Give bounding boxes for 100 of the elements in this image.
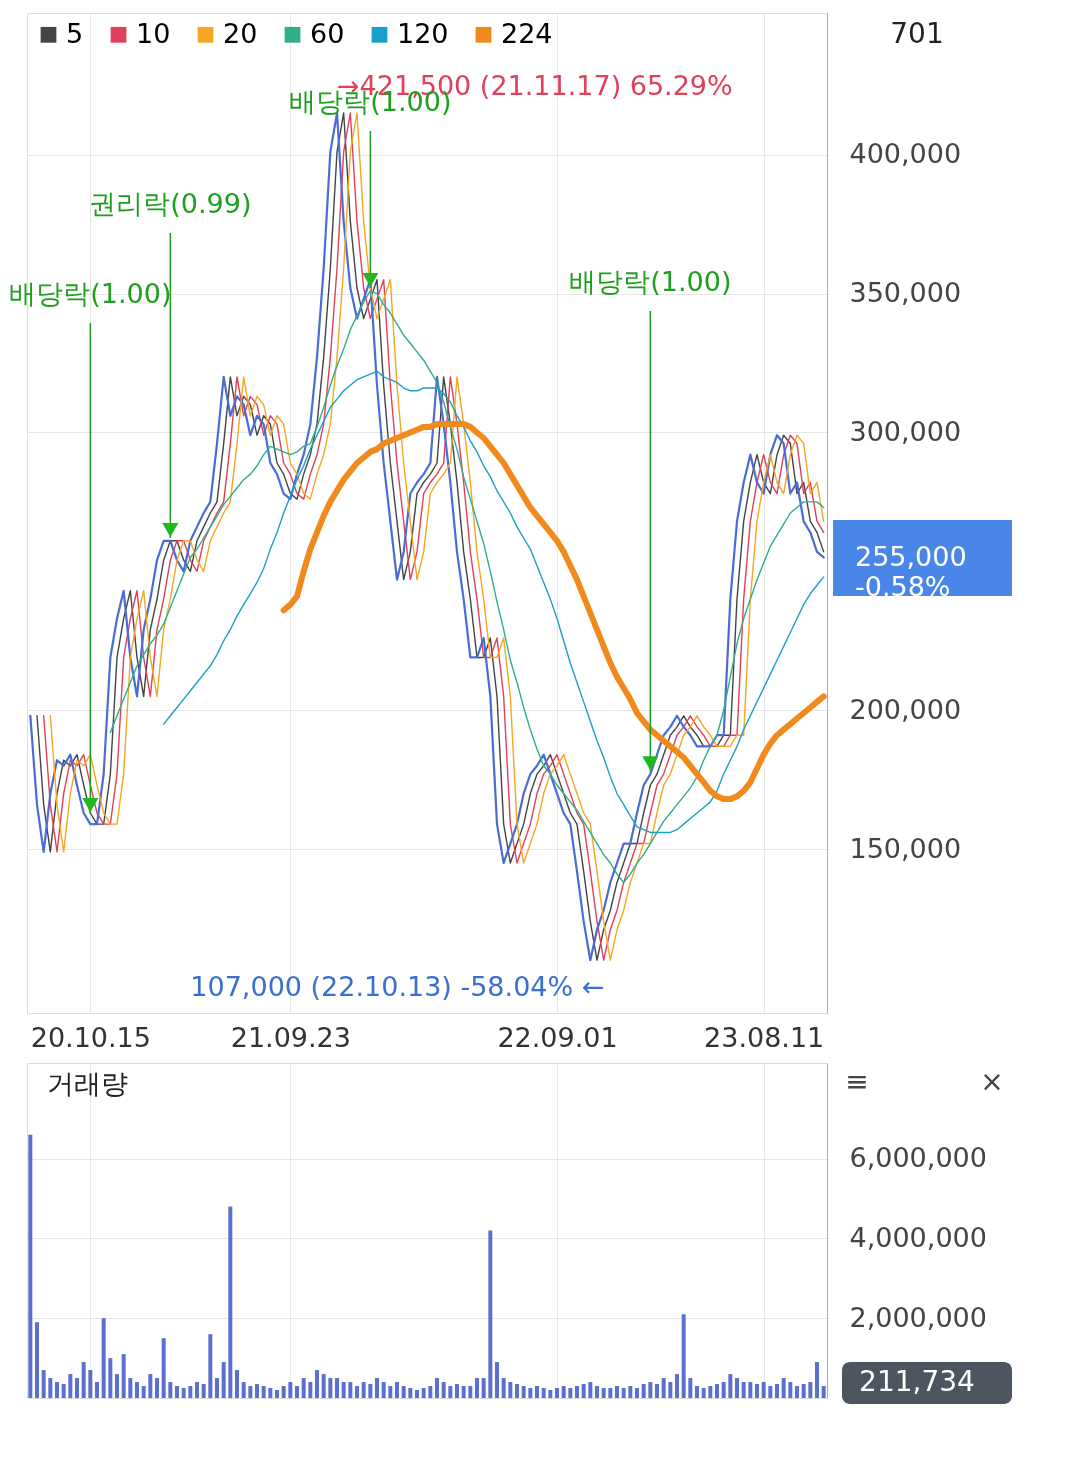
y-tick-label: 6,000,000 — [849, 1142, 987, 1174]
text: 255,000 -0.58% — [855, 541, 967, 602]
bar — [221, 1362, 226, 1398]
bar — [235, 1370, 239, 1398]
bar — [75, 1378, 79, 1398]
bar — [161, 1338, 166, 1398]
bar — [521, 1386, 526, 1398]
bar — [55, 1382, 59, 1398]
bar — [661, 1378, 666, 1398]
bar — [748, 1382, 753, 1398]
bar — [468, 1386, 473, 1398]
y-tick-label: 4,000,000 — [849, 1221, 987, 1253]
bar — [308, 1382, 313, 1398]
bar — [321, 1374, 326, 1398]
bar — [655, 1384, 659, 1398]
bar — [275, 1390, 279, 1398]
bar — [41, 1370, 46, 1398]
chart-title: 거래량 — [47, 1068, 128, 1099]
bar — [701, 1388, 706, 1398]
bar — [615, 1386, 619, 1398]
bar — [388, 1386, 393, 1398]
y-tick-label: 400,000 — [849, 138, 962, 170]
bar — [495, 1362, 499, 1398]
bar — [808, 1382, 813, 1398]
bar — [448, 1386, 453, 1398]
x-tick-label: 20.10.15 — [30, 1021, 151, 1053]
text: ≡ — [845, 1065, 869, 1098]
bar — [601, 1388, 606, 1398]
bar — [561, 1386, 566, 1398]
bar — [768, 1386, 773, 1398]
bar — [508, 1382, 513, 1398]
bar — [115, 1374, 119, 1398]
bar — [648, 1382, 653, 1398]
bar — [775, 1384, 779, 1398]
bar — [635, 1388, 639, 1398]
bar — [621, 1388, 626, 1398]
bar — [721, 1382, 726, 1398]
bar — [368, 1384, 373, 1398]
bar — [535, 1386, 539, 1398]
y-tick-label: 2,000,000 — [849, 1301, 987, 1333]
bar — [215, 1378, 219, 1398]
bar — [441, 1382, 446, 1398]
bar — [195, 1382, 199, 1398]
bar — [128, 1378, 133, 1398]
bar — [668, 1382, 673, 1398]
legend-label: 20 — [223, 17, 258, 49]
bar — [588, 1382, 593, 1398]
legend-label: 224 — [501, 17, 553, 49]
bar — [741, 1382, 746, 1398]
line-series — [162, 370, 825, 834]
bar — [815, 1362, 819, 1398]
bar — [695, 1386, 699, 1398]
legend-label: 5 — [66, 17, 84, 49]
bar — [455, 1384, 459, 1398]
bar — [395, 1382, 399, 1398]
bar — [381, 1382, 386, 1398]
bar — [81, 1362, 86, 1398]
bar — [581, 1384, 586, 1398]
text: × — [980, 1065, 1004, 1098]
bar — [801, 1384, 806, 1398]
bar — [295, 1386, 299, 1398]
bar — [328, 1378, 333, 1398]
bar — [401, 1386, 406, 1398]
bar — [88, 1370, 93, 1398]
bar — [728, 1374, 733, 1398]
bar — [181, 1388, 186, 1398]
bar — [101, 1318, 106, 1398]
bar — [288, 1382, 293, 1398]
bar — [688, 1378, 693, 1398]
bar — [35, 1322, 39, 1398]
bar — [95, 1382, 99, 1398]
x-tick-label: 21.09.23 — [230, 1021, 351, 1053]
bar — [201, 1384, 206, 1398]
bar — [375, 1378, 379, 1398]
text: 701 — [890, 17, 944, 50]
bar — [248, 1386, 253, 1398]
bar — [48, 1378, 53, 1398]
bar — [341, 1382, 346, 1398]
bar — [735, 1378, 739, 1398]
y-tick-label: 350,000 — [849, 277, 962, 309]
bar — [548, 1390, 553, 1398]
bar — [148, 1374, 153, 1398]
bar — [575, 1386, 579, 1398]
bar — [208, 1334, 213, 1398]
bar — [421, 1388, 426, 1398]
bar — [568, 1388, 573, 1398]
bar — [28, 1134, 33, 1398]
bar — [261, 1386, 266, 1398]
bar — [555, 1388, 559, 1398]
bar — [135, 1382, 139, 1398]
bar — [141, 1386, 146, 1398]
legend-label: 120 — [397, 17, 449, 49]
bar — [821, 1386, 826, 1398]
bar — [315, 1370, 319, 1398]
bar — [675, 1374, 679, 1398]
y-tick-label: 200,000 — [849, 693, 962, 725]
bar — [488, 1230, 493, 1398]
bar — [108, 1358, 113, 1398]
bar — [475, 1378, 479, 1398]
bar — [155, 1378, 159, 1398]
